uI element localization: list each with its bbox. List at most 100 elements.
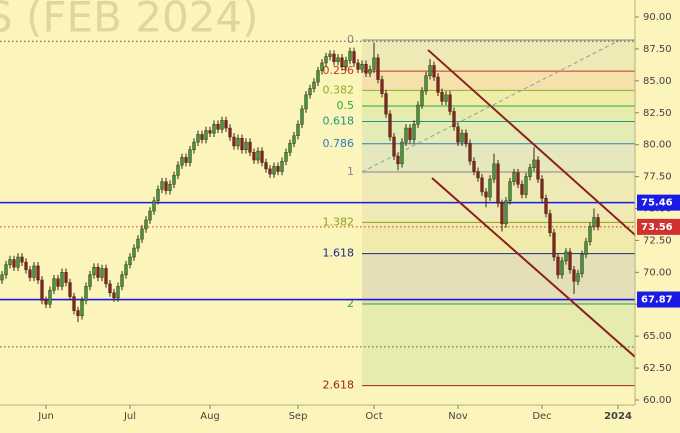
- candle-body: [192, 141, 196, 151]
- candle-body: [572, 269, 576, 282]
- candle-body: [412, 123, 416, 140]
- candle-body: [376, 57, 380, 80]
- candle-body: [44, 300, 48, 305]
- candle-body: [556, 256, 560, 276]
- plot-area: S (FEB 2024) 0 0.236 0.382 0.5 0.618 0.786 1 1.…: [0, 0, 635, 392]
- candle-body: [344, 60, 348, 68]
- candle-body: [488, 178, 492, 198]
- candle-body: [476, 171, 480, 179]
- candle-body: [388, 113, 392, 138]
- fib-band: [362, 121, 635, 144]
- candle-body: [232, 136, 236, 147]
- candle-body: [508, 181, 512, 202]
- y-tick-label: 85.00: [643, 76, 672, 87]
- trendline: [431, 177, 635, 358]
- candle-body: [292, 135, 296, 144]
- candle-body: [308, 88, 312, 96]
- candle-body: [512, 172, 516, 182]
- candle-body: [4, 264, 8, 276]
- candle-body: [596, 217, 600, 228]
- y-tick-label: 72.50: [643, 235, 672, 246]
- candle-body: [536, 159, 540, 180]
- candle-body: [328, 53, 332, 57]
- watermark-title: S (FEB 2024): [0, 0, 259, 42]
- candle-body: [528, 167, 532, 177]
- fib-label: 1.382: [323, 215, 355, 228]
- fib-label: 0.786: [323, 137, 355, 150]
- candle-body: [452, 111, 456, 128]
- candle-body: [272, 166, 276, 175]
- fib-band: [362, 253, 635, 304]
- candle-body: [68, 282, 72, 297]
- y-tick-label: 60.00: [643, 395, 672, 406]
- candle-body: [464, 132, 468, 144]
- candle-body: [524, 176, 528, 195]
- candle-body: [484, 191, 488, 198]
- candle-body: [516, 172, 520, 185]
- candle-body: [504, 200, 508, 225]
- x-tick-label: Sep: [289, 411, 308, 422]
- candle-body: [168, 183, 172, 191]
- candle-body: [420, 90, 424, 106]
- candle-body: [256, 150, 260, 161]
- candle-body: [364, 63, 368, 74]
- candle-body: [300, 108, 304, 125]
- candle-body: [108, 283, 112, 294]
- candle-body: [316, 70, 320, 83]
- candle-body: [440, 92, 444, 102]
- fib-label: 0.236: [323, 64, 355, 77]
- candle-body: [332, 53, 336, 62]
- fib-label: 2: [347, 297, 354, 310]
- x-tick-label: Dec: [532, 411, 551, 422]
- candle-body: [592, 217, 596, 227]
- candle-body: [248, 141, 252, 153]
- candle-body: [252, 152, 256, 161]
- candle-body: [88, 274, 92, 287]
- candle-body: [8, 259, 12, 265]
- candle-body: [132, 247, 136, 258]
- candle-body: [84, 286, 88, 301]
- candle-body: [360, 63, 364, 70]
- candle-body: [584, 241, 588, 255]
- candle-body: [560, 260, 564, 276]
- candle-body: [352, 51, 356, 64]
- x-tick-label: 2024: [604, 411, 632, 422]
- y-tick-label: 82.50: [643, 108, 672, 119]
- candle-body: [276, 166, 280, 172]
- candle-body: [432, 65, 436, 78]
- candle-body: [100, 268, 104, 278]
- candle-body: [580, 254, 584, 274]
- candle-body: [444, 94, 448, 102]
- candle-body: [96, 266, 100, 278]
- y-tick-label: 62.50: [643, 363, 672, 374]
- y-tick-label: 90.00: [643, 12, 672, 23]
- candle-body: [368, 69, 372, 74]
- x-tick-label: Oct: [365, 411, 382, 422]
- fib-label: 0.382: [323, 83, 355, 96]
- candle-body: [472, 161, 476, 172]
- candle-body: [544, 198, 548, 214]
- candle-body: [0, 274, 4, 281]
- candle-body: [20, 256, 24, 263]
- candle-body: [208, 130, 212, 134]
- candle-body: [104, 268, 108, 285]
- candle-body: [152, 200, 156, 212]
- candle-body: [160, 181, 164, 190]
- candle-body: [28, 269, 32, 278]
- candle-body: [424, 75, 428, 92]
- candle-body: [124, 264, 128, 276]
- candle-body: [76, 310, 80, 316]
- candle-body: [164, 181, 168, 191]
- candle-body: [400, 141, 404, 165]
- trendline: [427, 49, 635, 236]
- candle-body: [16, 256, 20, 268]
- candle-body: [176, 164, 180, 176]
- candle-body: [48, 289, 52, 305]
- candle-body: [188, 149, 192, 163]
- candle-body: [588, 226, 592, 242]
- candle-body: [128, 256, 132, 265]
- candle-body: [24, 261, 28, 271]
- level-label-box: [637, 218, 680, 235]
- candle-body: [36, 265, 40, 281]
- candle-body: [80, 300, 84, 316]
